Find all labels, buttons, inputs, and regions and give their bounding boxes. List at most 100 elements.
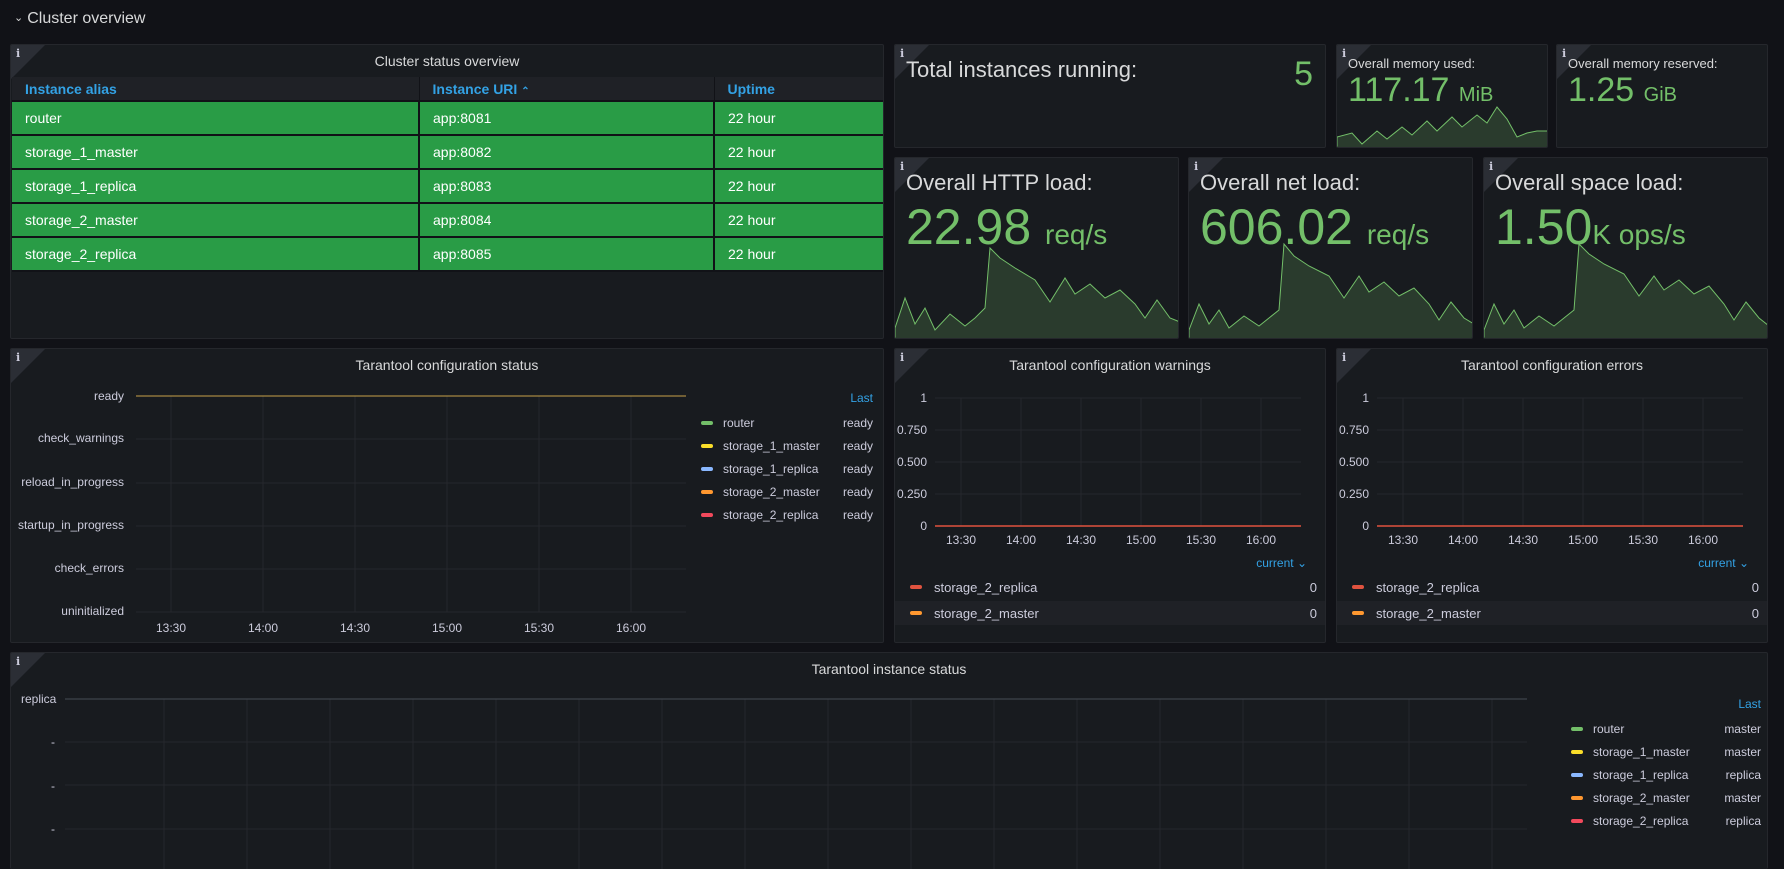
x-tick-label: 14:00 (1005, 533, 1037, 547)
x-tick-label: 16:00 (1687, 533, 1719, 547)
info-corner[interactable] (895, 45, 929, 79)
y-tick-label: ready (93, 389, 124, 403)
info-corner[interactable] (1337, 45, 1371, 79)
y-tick-label: replica (21, 692, 57, 706)
panel-title: Tarantool configuration status (355, 357, 539, 373)
y-tick-label: 0.500 (896, 455, 927, 469)
legend-swatch (1571, 772, 1583, 777)
y-tick-label: 1 (920, 391, 927, 405)
info-corner[interactable] (895, 349, 929, 383)
info-icon[interactable]: i (1194, 160, 1199, 173)
alias-cell: storage_1_replica (12, 168, 420, 204)
stat-label: Overall space load: (1495, 170, 1684, 195)
legend-swatch (1571, 749, 1583, 754)
x-tick-label: 14:30 (339, 621, 371, 635)
table-row: router app:8081 22 hour (12, 100, 883, 136)
x-tick-label: 13:30 (945, 533, 977, 547)
config-errors-panel: i Tarantool configuration errors 1 0.750… (1336, 348, 1768, 643)
legend-item[interactable]: storage_1_master master (1571, 740, 1765, 763)
legend-item[interactable]: storage_2_master ready (701, 480, 881, 503)
alias-cell: storage_2_master (12, 202, 420, 238)
uptime-cell: 22 hour (714, 236, 883, 272)
col-header-uptime[interactable]: Uptime (714, 77, 883, 101)
uptime-cell: 22 hour (714, 168, 883, 204)
info-icon[interactable]: i (900, 160, 905, 173)
panel-title: Tarantool instance status (811, 661, 967, 677)
info-corner[interactable] (1557, 45, 1591, 79)
table-row: storage_1_master app:8082 22 hour (12, 134, 883, 170)
uptime-cell: 22 hour (714, 100, 883, 136)
x-tick-label: 13:30 (155, 621, 187, 635)
y-tick-label: startup_in_progress (17, 518, 124, 532)
stat-value: 117.17 MiB (1348, 71, 1494, 109)
y-tick-label: 0.250 (896, 487, 927, 501)
memory-used-panel: i Overall memory used: 117.17 MiB (1336, 44, 1548, 148)
sparkline (1484, 242, 1767, 338)
stat-value: 5 (1294, 55, 1313, 93)
info-icon[interactable]: i (900, 47, 905, 60)
table-row: storage_1_replica app:8083 22 hour (12, 168, 883, 204)
stat-value: 1.25 GiB (1568, 71, 1677, 109)
legend-item[interactable]: storage_2_master 0 (1337, 601, 1767, 625)
legend-swatch (1571, 818, 1583, 823)
panel-title: Tarantool configuration errors (1460, 357, 1644, 373)
info-corner[interactable] (895, 158, 929, 192)
info-icon[interactable]: i (900, 351, 905, 364)
legend-swatch (701, 420, 713, 425)
legend-header[interactable]: Last (1738, 697, 1761, 711)
info-icon[interactable]: i (1342, 351, 1347, 364)
legend: Last router master storage_1_master master… (1571, 697, 1765, 832)
http-load-panel: i Overall HTTP load: 22.98 req/s (894, 157, 1179, 339)
config-warnings-panel: i Tarantool configuration warnings 1 0.7… (894, 348, 1326, 643)
panel-title: Cluster status overview (374, 53, 520, 69)
memory-reserved-panel: i Overall memory reserved: 1.25 GiB (1556, 44, 1768, 148)
col-header-alias[interactable]: Instance alias (12, 77, 420, 101)
info-corner[interactable] (11, 349, 45, 383)
legend-item[interactable]: storage_2_replica 0 (1337, 575, 1767, 599)
uri-cell: app:8085 (419, 236, 715, 272)
legend-header[interactable]: Last (850, 391, 873, 405)
info-corner[interactable] (1484, 158, 1518, 192)
y-tick-label: 0 (920, 519, 927, 533)
legend-item[interactable]: router master (1571, 717, 1765, 740)
legend-item[interactable]: storage_1_replica replica (1571, 763, 1765, 786)
legend-item[interactable]: storage_2_replica replica (1571, 809, 1765, 832)
info-icon[interactable]: i (16, 655, 21, 668)
row-title[interactable]: ⌄ Cluster overview (14, 10, 145, 28)
legend-item[interactable]: storage_2_master 0 (895, 601, 1325, 625)
info-corner[interactable] (11, 45, 45, 79)
chart-area (935, 397, 1301, 527)
uri-cell: app:8081 (419, 100, 715, 136)
info-icon[interactable]: i (1489, 160, 1494, 173)
info-corner[interactable] (1337, 349, 1371, 383)
info-icon[interactable]: i (1342, 47, 1347, 60)
alias-cell: storage_2_replica (12, 236, 420, 272)
legend-item[interactable]: storage_2_replica ready (701, 503, 881, 526)
info-corner[interactable] (11, 653, 45, 687)
y-tick-label: - (51, 779, 55, 793)
info-icon[interactable]: i (16, 47, 21, 60)
stat-value: 1.50K ops/s (1495, 199, 1686, 255)
info-corner[interactable] (1189, 158, 1223, 192)
legend-item[interactable]: storage_2_replica 0 (895, 575, 1325, 599)
uptime-cell: 22 hour (714, 134, 883, 170)
legend-sort-header[interactable]: current ⌄ (1256, 556, 1307, 570)
sparkline (1189, 242, 1472, 338)
stat-label: Overall HTTP load: (906, 170, 1093, 195)
col-header-uri[interactable]: Instance URI ⌃ (419, 77, 715, 101)
legend-item[interactable]: router ready (701, 411, 881, 434)
legend-sort-header[interactable]: current ⌄ (1698, 556, 1749, 570)
legend-swatch (1571, 726, 1583, 731)
alias-cell: storage_1_master (12, 134, 420, 170)
x-tick-label: 13:30 (1387, 533, 1419, 547)
info-icon[interactable]: i (1562, 47, 1567, 60)
legend-swatch (1352, 611, 1364, 615)
status-table: Instance alias Instance URI ⌃ Uptime rou… (12, 77, 883, 272)
legend-item[interactable]: storage_1_master ready (701, 434, 881, 457)
legend-swatch (701, 466, 713, 471)
legend-item[interactable]: storage_1_replica ready (701, 457, 881, 480)
legend-item[interactable]: storage_2_master master (1571, 786, 1765, 809)
x-tick-label: 15:30 (1185, 533, 1217, 547)
info-icon[interactable]: i (16, 351, 21, 364)
row-title-text: Cluster overview (27, 10, 146, 27)
